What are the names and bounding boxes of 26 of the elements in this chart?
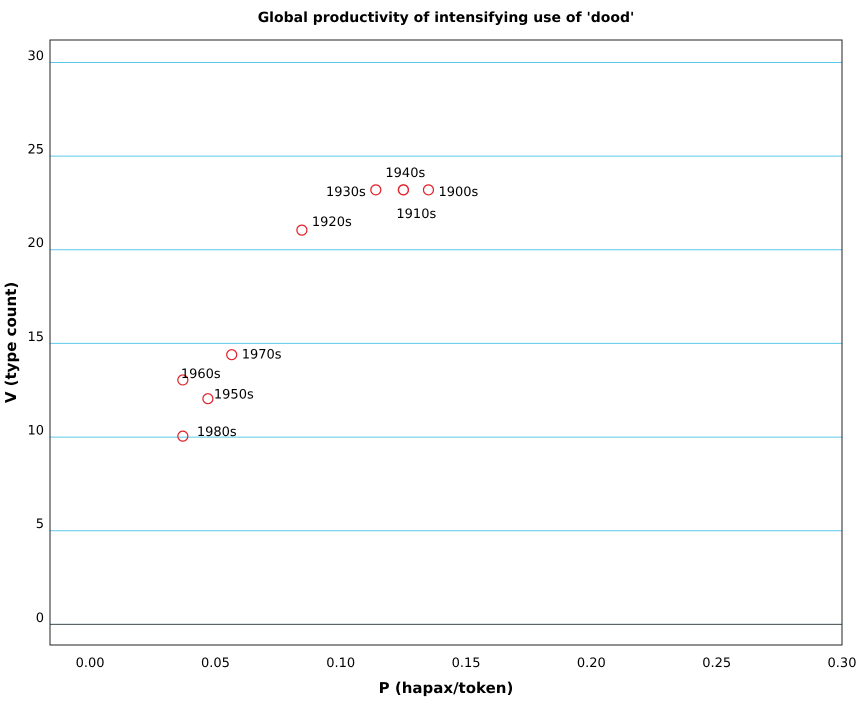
annotation: 1910s [396, 206, 436, 222]
annotation: 1950s [214, 388, 254, 403]
y-tick-label: 15 [27, 330, 44, 345]
annotation: 1970s [242, 348, 282, 363]
annotation: 1930s [326, 184, 366, 200]
y-tick-label: 5 [36, 517, 44, 532]
x-tick-label: 0.00 [76, 656, 105, 671]
x-tick-label: 0.30 [828, 656, 856, 671]
x-tick-label: 0.20 [576, 656, 606, 671]
chart-title: Global productivity of intensifying use of 'dood' [258, 10, 634, 26]
annotation: 1900s [438, 184, 479, 200]
annotation: 1960s [180, 366, 221, 382]
x-axis-title: P (hapax/token) [378, 679, 514, 697]
y-tick-label: 20 [27, 236, 44, 252]
annotation: 1940s [385, 166, 426, 181]
y-tick-label: 0 [36, 610, 44, 626]
y-tick-label: 30 [27, 48, 44, 64]
x-tick-label: 0.25 [702, 656, 732, 671]
x-tick-label: 0.15 [452, 656, 481, 671]
annotation: 1920s [312, 215, 352, 230]
annotation: 1980s [196, 425, 237, 440]
x-tick-label: 0.10 [326, 656, 356, 671]
y-axis-title: V (type count) [2, 282, 20, 404]
y-tick-label: 25 [27, 142, 44, 158]
x-tick-label: 0.05 [200, 656, 230, 671]
y-tick-label: 10 [27, 423, 44, 438]
